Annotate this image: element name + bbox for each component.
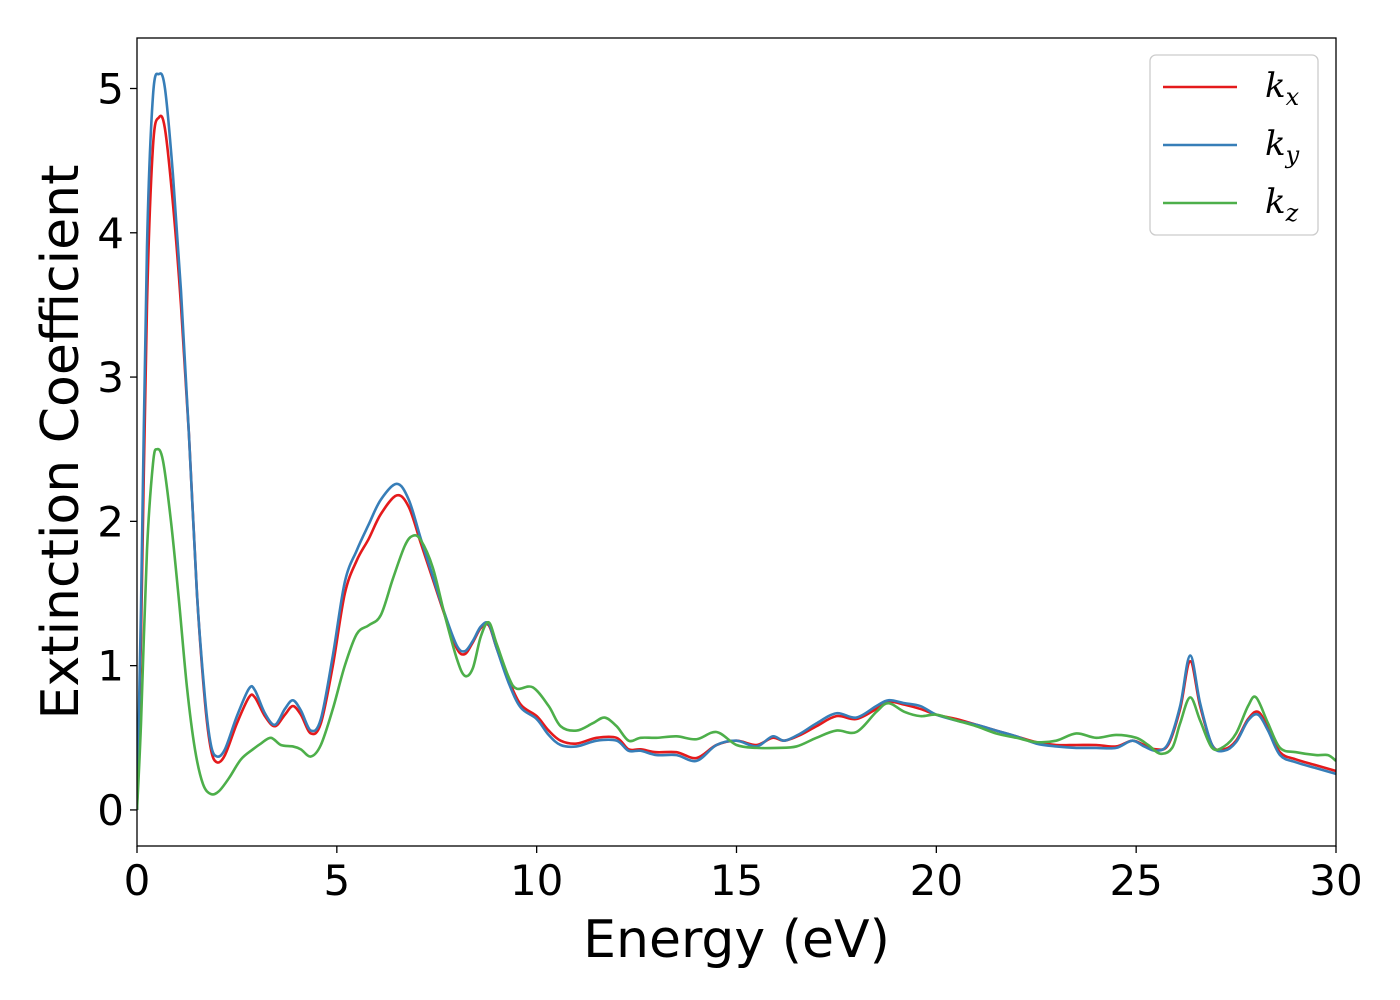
series-line-ky bbox=[137, 72, 1336, 810]
x-tick-label: 5 bbox=[323, 856, 350, 905]
legend-label-kz: kz bbox=[1265, 182, 1299, 227]
x-tick-label: 15 bbox=[710, 856, 763, 905]
axes: 0 5 10 15 20 25 30 0 1 2 3 4 5 bbox=[97, 37, 1363, 905]
x-tick-label: 0 bbox=[124, 856, 151, 905]
y-tick-label: 5 bbox=[97, 65, 124, 114]
x-tick-label: 20 bbox=[910, 856, 963, 905]
y-tick-label: 0 bbox=[97, 786, 124, 835]
legend: kx ky kz bbox=[1149, 54, 1319, 236]
legend-label-kx: kx bbox=[1265, 66, 1300, 111]
y-tick-label: 4 bbox=[97, 209, 124, 258]
x-axis-title: Energy (eV) bbox=[583, 910, 890, 970]
legend-label-ky: ky bbox=[1265, 124, 1300, 169]
series-line-kz bbox=[137, 447, 1336, 810]
y-tick-label: 2 bbox=[97, 497, 124, 546]
x-tick-label: 30 bbox=[1309, 856, 1362, 905]
plot-area bbox=[137, 72, 1336, 810]
x-tick-label: 25 bbox=[1109, 856, 1162, 905]
y-axis-title: Extinction Coefficient bbox=[31, 165, 91, 720]
y-tick-label: 1 bbox=[97, 642, 124, 691]
x-tick-label: 10 bbox=[510, 856, 563, 905]
y-tick-label: 3 bbox=[97, 353, 124, 402]
